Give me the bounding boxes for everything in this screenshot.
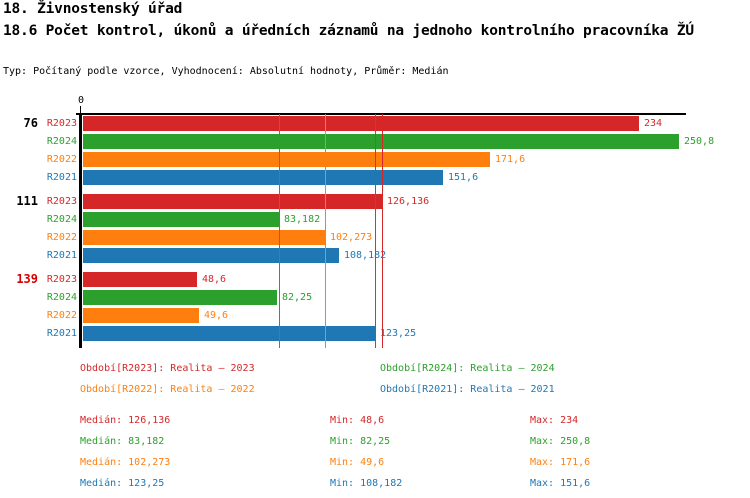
series-label: R2023 bbox=[46, 196, 77, 207]
bar-value-label: 49,6 bbox=[204, 310, 229, 321]
group-label: 139 bbox=[16, 272, 38, 286]
median-line bbox=[325, 114, 326, 348]
median-line bbox=[375, 114, 376, 348]
series-label: R2021 bbox=[46, 250, 77, 261]
bar-value-label: 108,182 bbox=[344, 250, 387, 261]
median-line bbox=[382, 114, 383, 348]
bar-value-label: 83,182 bbox=[284, 214, 321, 225]
stat-cell-max: Max: 171,6 bbox=[530, 457, 591, 468]
series-label: R2024 bbox=[46, 136, 77, 147]
stat-cell-max: Max: 151,6 bbox=[530, 478, 591, 489]
stat-cell-min: Min: 49,6 bbox=[330, 457, 385, 468]
bar-value-label: 171,6 bbox=[495, 154, 526, 165]
series-label: R2021 bbox=[46, 328, 77, 339]
bar-value-label: 48,6 bbox=[202, 274, 227, 285]
stat-cell-median: Medián: 126,136 bbox=[80, 415, 171, 426]
group-label: 111 bbox=[16, 194, 38, 208]
legend-item: Období[R2023]: Realita – 2023 bbox=[80, 363, 255, 374]
bar bbox=[83, 308, 199, 323]
series-label: R2022 bbox=[46, 232, 77, 243]
bar bbox=[83, 152, 490, 167]
chart-meta: Typ: Počítaný podle vzorce, Vyhodnocení:… bbox=[3, 66, 449, 77]
chart-subtitle: 18.6 Počet kontrol, úkonů a úředních záz… bbox=[3, 23, 694, 39]
bar bbox=[83, 290, 277, 305]
bar bbox=[83, 194, 382, 209]
x-axis-line bbox=[76, 113, 686, 115]
bar bbox=[83, 326, 375, 341]
bar bbox=[83, 212, 279, 227]
stat-cell-max: Max: 250,8 bbox=[530, 436, 591, 447]
group-label: 76 bbox=[23, 116, 38, 130]
series-label: R2024 bbox=[46, 292, 77, 303]
bar bbox=[83, 134, 679, 149]
series-label: R2022 bbox=[46, 154, 77, 165]
bar-value-label: 123,25 bbox=[380, 328, 417, 339]
median-line bbox=[279, 114, 280, 348]
series-label: R2022 bbox=[46, 310, 77, 321]
bar-value-label: 250,8 bbox=[684, 136, 715, 147]
stat-cell-min: Min: 108,182 bbox=[330, 478, 403, 489]
bar bbox=[83, 248, 339, 263]
stat-cell-median: Medián: 83,182 bbox=[80, 436, 165, 447]
series-label: R2024 bbox=[46, 214, 77, 225]
x-axis-zero-label: 0 bbox=[77, 95, 85, 106]
page-title: 18. Živnostenský úřad bbox=[3, 1, 183, 17]
stat-cell-max: Max: 234 bbox=[530, 415, 579, 426]
bar bbox=[83, 272, 197, 287]
stat-cell-median: Medián: 123,25 bbox=[80, 478, 165, 489]
bar-value-label: 151,6 bbox=[448, 172, 479, 183]
x-axis-zero-tick bbox=[80, 106, 81, 113]
stat-cell-median: Medián: 102,273 bbox=[80, 457, 171, 468]
bar bbox=[83, 170, 443, 185]
bar-value-label: 126,136 bbox=[387, 196, 430, 207]
stat-cell-min: Min: 82,25 bbox=[330, 436, 391, 447]
series-label: R2023 bbox=[46, 274, 77, 285]
stat-cell-min: Min: 48,6 bbox=[330, 415, 385, 426]
series-label: R2021 bbox=[46, 172, 77, 183]
bar bbox=[83, 116, 639, 131]
series-label: R2023 bbox=[46, 118, 77, 129]
legend-item: Období[R2022]: Realita – 2022 bbox=[80, 384, 255, 395]
legend-item: Období[R2021]: Realita – 2021 bbox=[380, 384, 555, 395]
legend-item: Období[R2024]: Realita – 2024 bbox=[380, 363, 555, 374]
y-axis-line bbox=[79, 113, 82, 348]
bar-value-label: 234 bbox=[644, 118, 663, 129]
bar-value-label: 82,25 bbox=[282, 292, 313, 303]
bar-value-label: 102,273 bbox=[330, 232, 373, 243]
bar bbox=[83, 230, 325, 245]
